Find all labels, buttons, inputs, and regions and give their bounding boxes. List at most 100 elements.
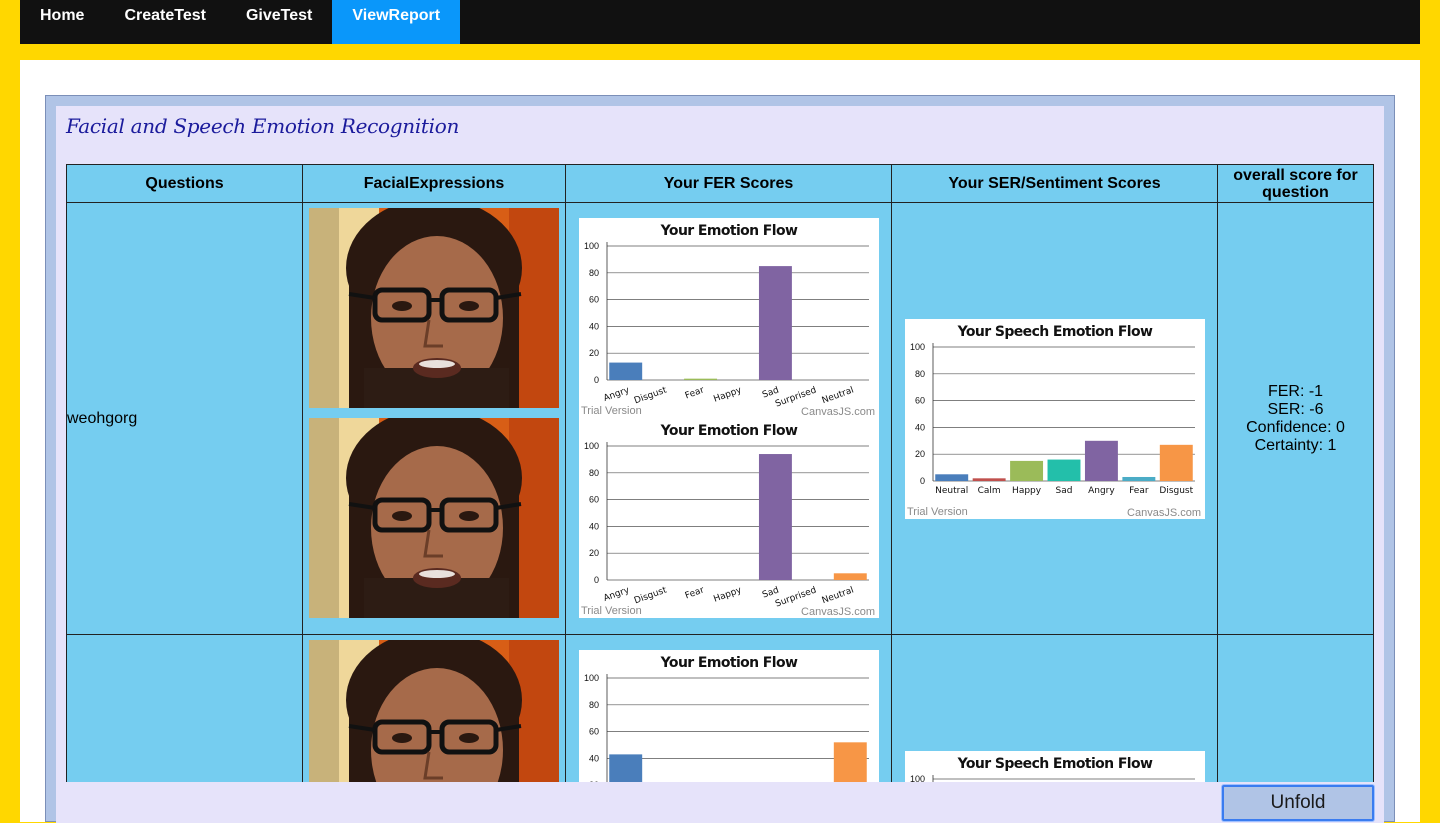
y-tick-label: 20 (588, 348, 598, 358)
trial-watermark: Trial Version (907, 506, 968, 518)
x-tick-label: Happy (712, 585, 743, 605)
bar-angry (1084, 440, 1118, 481)
chart-title: Your Emotion Flow (659, 223, 797, 239)
trial-watermark: Trial Version (581, 605, 642, 617)
bar-neutral (934, 473, 968, 481)
y-tick-label: 20 (914, 449, 924, 459)
nav-give-test[interactable]: GiveTest (245, 7, 313, 24)
bar-sad (758, 454, 792, 580)
chart-title: Your Speech Emotion Flow (956, 756, 1152, 772)
y-tick-label: 60 (914, 395, 924, 405)
ser-scores-cell: Your Speech Emotion Flow020406080100Neut… (891, 634, 1218, 783)
table-row: Your Emotion Flow020406080100AngryDisgus… (66, 634, 1374, 783)
y-tick-label: 100 (909, 342, 924, 352)
overall-score-cell (1217, 634, 1374, 782)
bar-angry (608, 754, 642, 782)
fer-chart: Your Emotion Flow020406080100AngryDisgus… (578, 650, 879, 782)
header-fer-scores: Your FER Scores (565, 164, 892, 203)
page-content: Facial and Speech Emotion Recognition Qu… (20, 60, 1420, 823)
nav-home[interactable]: Home (40, 7, 85, 24)
y-tick-label: 20 (588, 548, 598, 558)
y-tick-label: 20 (588, 780, 598, 782)
fold-bar: Unfold (56, 782, 1384, 823)
facial-expression-image (309, 208, 559, 408)
y-tick-label: 60 (588, 727, 598, 737)
facial-expression-image (309, 418, 559, 618)
bar-sad (1047, 459, 1080, 481)
y-tick-label: 40 (914, 422, 924, 432)
facial-expressions-cell (302, 634, 566, 782)
y-tick-label: 100 (583, 673, 598, 683)
question-text (66, 634, 303, 782)
y-tick-label: 80 (588, 268, 598, 278)
ser-scores-cell: Your Speech Emotion Flow 0 20 40 60 80 100 Neut… (891, 202, 1218, 635)
x-tick-label: Fear (683, 385, 705, 401)
fer-scores-cell: Your Emotion Flow020406080100AngryDisgus… (565, 634, 892, 782)
ser-score: SER: -6 (1267, 400, 1324, 418)
bar-happy (1009, 460, 1043, 481)
bar-calm (972, 477, 1006, 481)
table-row: weohgorg Your Emotion Flow 0 20 40 60 80 100 An… (66, 202, 1374, 635)
y-tick-label: 40 (588, 753, 598, 763)
certainty-score: Certainty: 1 (1254, 436, 1337, 454)
y-tick-label: 40 (588, 521, 598, 531)
x-tick-label: Neutral (820, 385, 855, 406)
y-tick-label: 80 (588, 700, 598, 710)
nav-view-report[interactable]: ViewReport (332, 0, 461, 44)
x-tick-label: Fear (683, 585, 705, 601)
bar-sad (758, 266, 792, 380)
header-questions: Questions (66, 164, 303, 203)
y-tick-label: 0 (593, 575, 598, 585)
y-tick-label: 60 (588, 495, 598, 505)
header-ser-scores: Your SER/Sentiment Scores (891, 164, 1218, 203)
canvasjs-credit: CanvasJS.com (801, 606, 875, 618)
y-tick-label: 60 (588, 295, 598, 305)
report-panel: Facial and Speech Emotion Recognition Qu… (56, 106, 1384, 823)
header-overall-score: overall score for question (1217, 164, 1374, 203)
nav-create-test[interactable]: CreateTest (124, 7, 206, 24)
x-tick-label: Fear (1129, 486, 1149, 496)
top-nav: Home CreateTest GiveTest ViewReport (20, 0, 1420, 44)
x-tick-label: Disgust (633, 585, 669, 606)
chart-title: Your Emotion Flow (659, 655, 797, 671)
y-tick-label: 100 (583, 441, 598, 451)
confidence-score: Confidence: 0 (1246, 418, 1345, 436)
x-tick-label: Sad (1055, 486, 1072, 496)
facial-expression-image (309, 640, 559, 782)
facial-expressions-cell (302, 202, 566, 635)
y-tick-label: 0 (919, 476, 924, 486)
canvasjs-credit: CanvasJS.com (1127, 507, 1201, 519)
x-tick-label: Disgust (633, 385, 669, 406)
header-facial-expressions: FacialExpressions (302, 164, 566, 203)
y-tick-label: 100 (909, 774, 924, 783)
ser-chart: Your Speech Emotion Flow 0 20 40 60 80 100 Neut… (904, 318, 1205, 519)
x-tick-label: Angry (602, 585, 631, 604)
trial-watermark: Trial Version (581, 405, 642, 417)
y-tick-label: 40 (588, 321, 598, 331)
chart-title: Your Emotion Flow (659, 423, 797, 439)
report-title: Facial and Speech Emotion Recognition (66, 114, 460, 138)
x-tick-label: Happy (1012, 486, 1042, 496)
x-tick-label: Neutral (935, 486, 968, 496)
x-tick-label: Happy (712, 385, 743, 405)
y-tick-label: 0 (593, 375, 598, 385)
bar-disgust (1159, 444, 1193, 481)
report-scroll-area[interactable]: Questions FacialExpressions Your FER Sco… (56, 164, 1384, 782)
bar-neutral (833, 573, 867, 580)
bar-angry (608, 362, 642, 380)
chart-title: Your Speech Emotion Flow (956, 324, 1152, 340)
x-tick-label: Angry (602, 385, 631, 404)
bar-fear (683, 378, 717, 380)
x-tick-label: Angry (1088, 486, 1115, 496)
report-table: Questions FacialExpressions Your FER Sco… (66, 164, 1374, 782)
y-tick-label: 80 (914, 368, 924, 378)
ser-chart: Your Speech Emotion Flow020406080100Neut… (904, 750, 1205, 783)
question-text: weohgorg (66, 202, 303, 635)
x-tick-label: Neutral (820, 585, 855, 606)
y-tick-label: 80 (588, 468, 598, 478)
unfold-button[interactable]: Unfold (1222, 785, 1374, 821)
fer-score: FER: -1 (1267, 382, 1324, 400)
